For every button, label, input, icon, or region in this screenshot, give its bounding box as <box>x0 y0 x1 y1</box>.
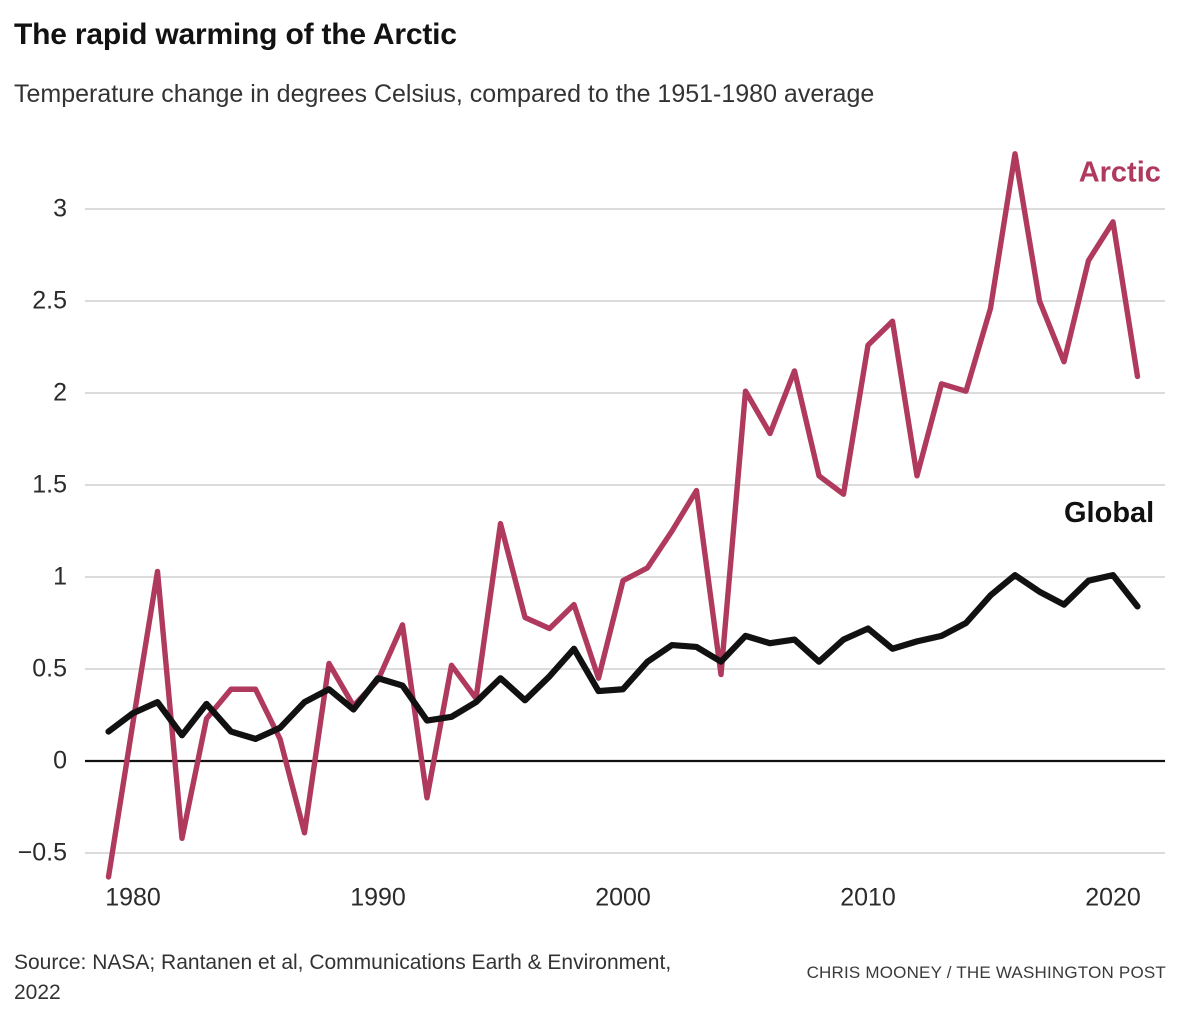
gridlines-group <box>85 208 1165 854</box>
credit-note: CHRIS MOONEY / THE WASHINGTON POST <box>806 963 1166 982</box>
x-axis-tick-label: 2000 <box>595 884 651 912</box>
y-axis-tick-label: 1 <box>53 563 67 591</box>
y-axis-tick-label: 2 <box>53 379 67 407</box>
x-axis-tick-label: 2010 <box>840 884 896 912</box>
x-axis-tick-label: 2020 <box>1085 884 1141 912</box>
y-axis-tick-label: 2.5 <box>32 287 67 315</box>
source-note: Source: NASA; Rantanen et al, Communicat… <box>14 951 672 1004</box>
x-axis-tick-label: 1980 <box>105 884 161 912</box>
y-axis-tick-label: −0.5 <box>18 839 67 867</box>
x-axis-ticks: 1980 1990 2000 2010 2020 <box>105 884 1141 912</box>
y-axis-tick-label: 1.5 <box>32 471 67 499</box>
series-line-arctic <box>105 151 1141 880</box>
y-axis-tick-label: 0 <box>53 747 67 775</box>
series-line-global <box>105 572 1141 743</box>
data-series-group <box>105 151 1141 880</box>
y-axis-tick-label: 3 <box>53 195 67 223</box>
series-label-arctic: Arctic <box>1079 156 1161 188</box>
y-axis-ticks: −0.5 0 0.5 1 1.5 2 2.5 3 <box>18 195 67 867</box>
page-title: The rapid warming of the Arctic <box>14 18 457 51</box>
series-label-global: Global <box>1064 497 1154 529</box>
x-axis-tick-label: 1990 <box>350 884 406 912</box>
y-axis-tick-label: 0.5 <box>32 655 67 683</box>
chart-subtitle: Temperature change in degrees Celsius, c… <box>14 80 875 108</box>
series-labels-group: Arctic Global <box>1064 156 1161 528</box>
